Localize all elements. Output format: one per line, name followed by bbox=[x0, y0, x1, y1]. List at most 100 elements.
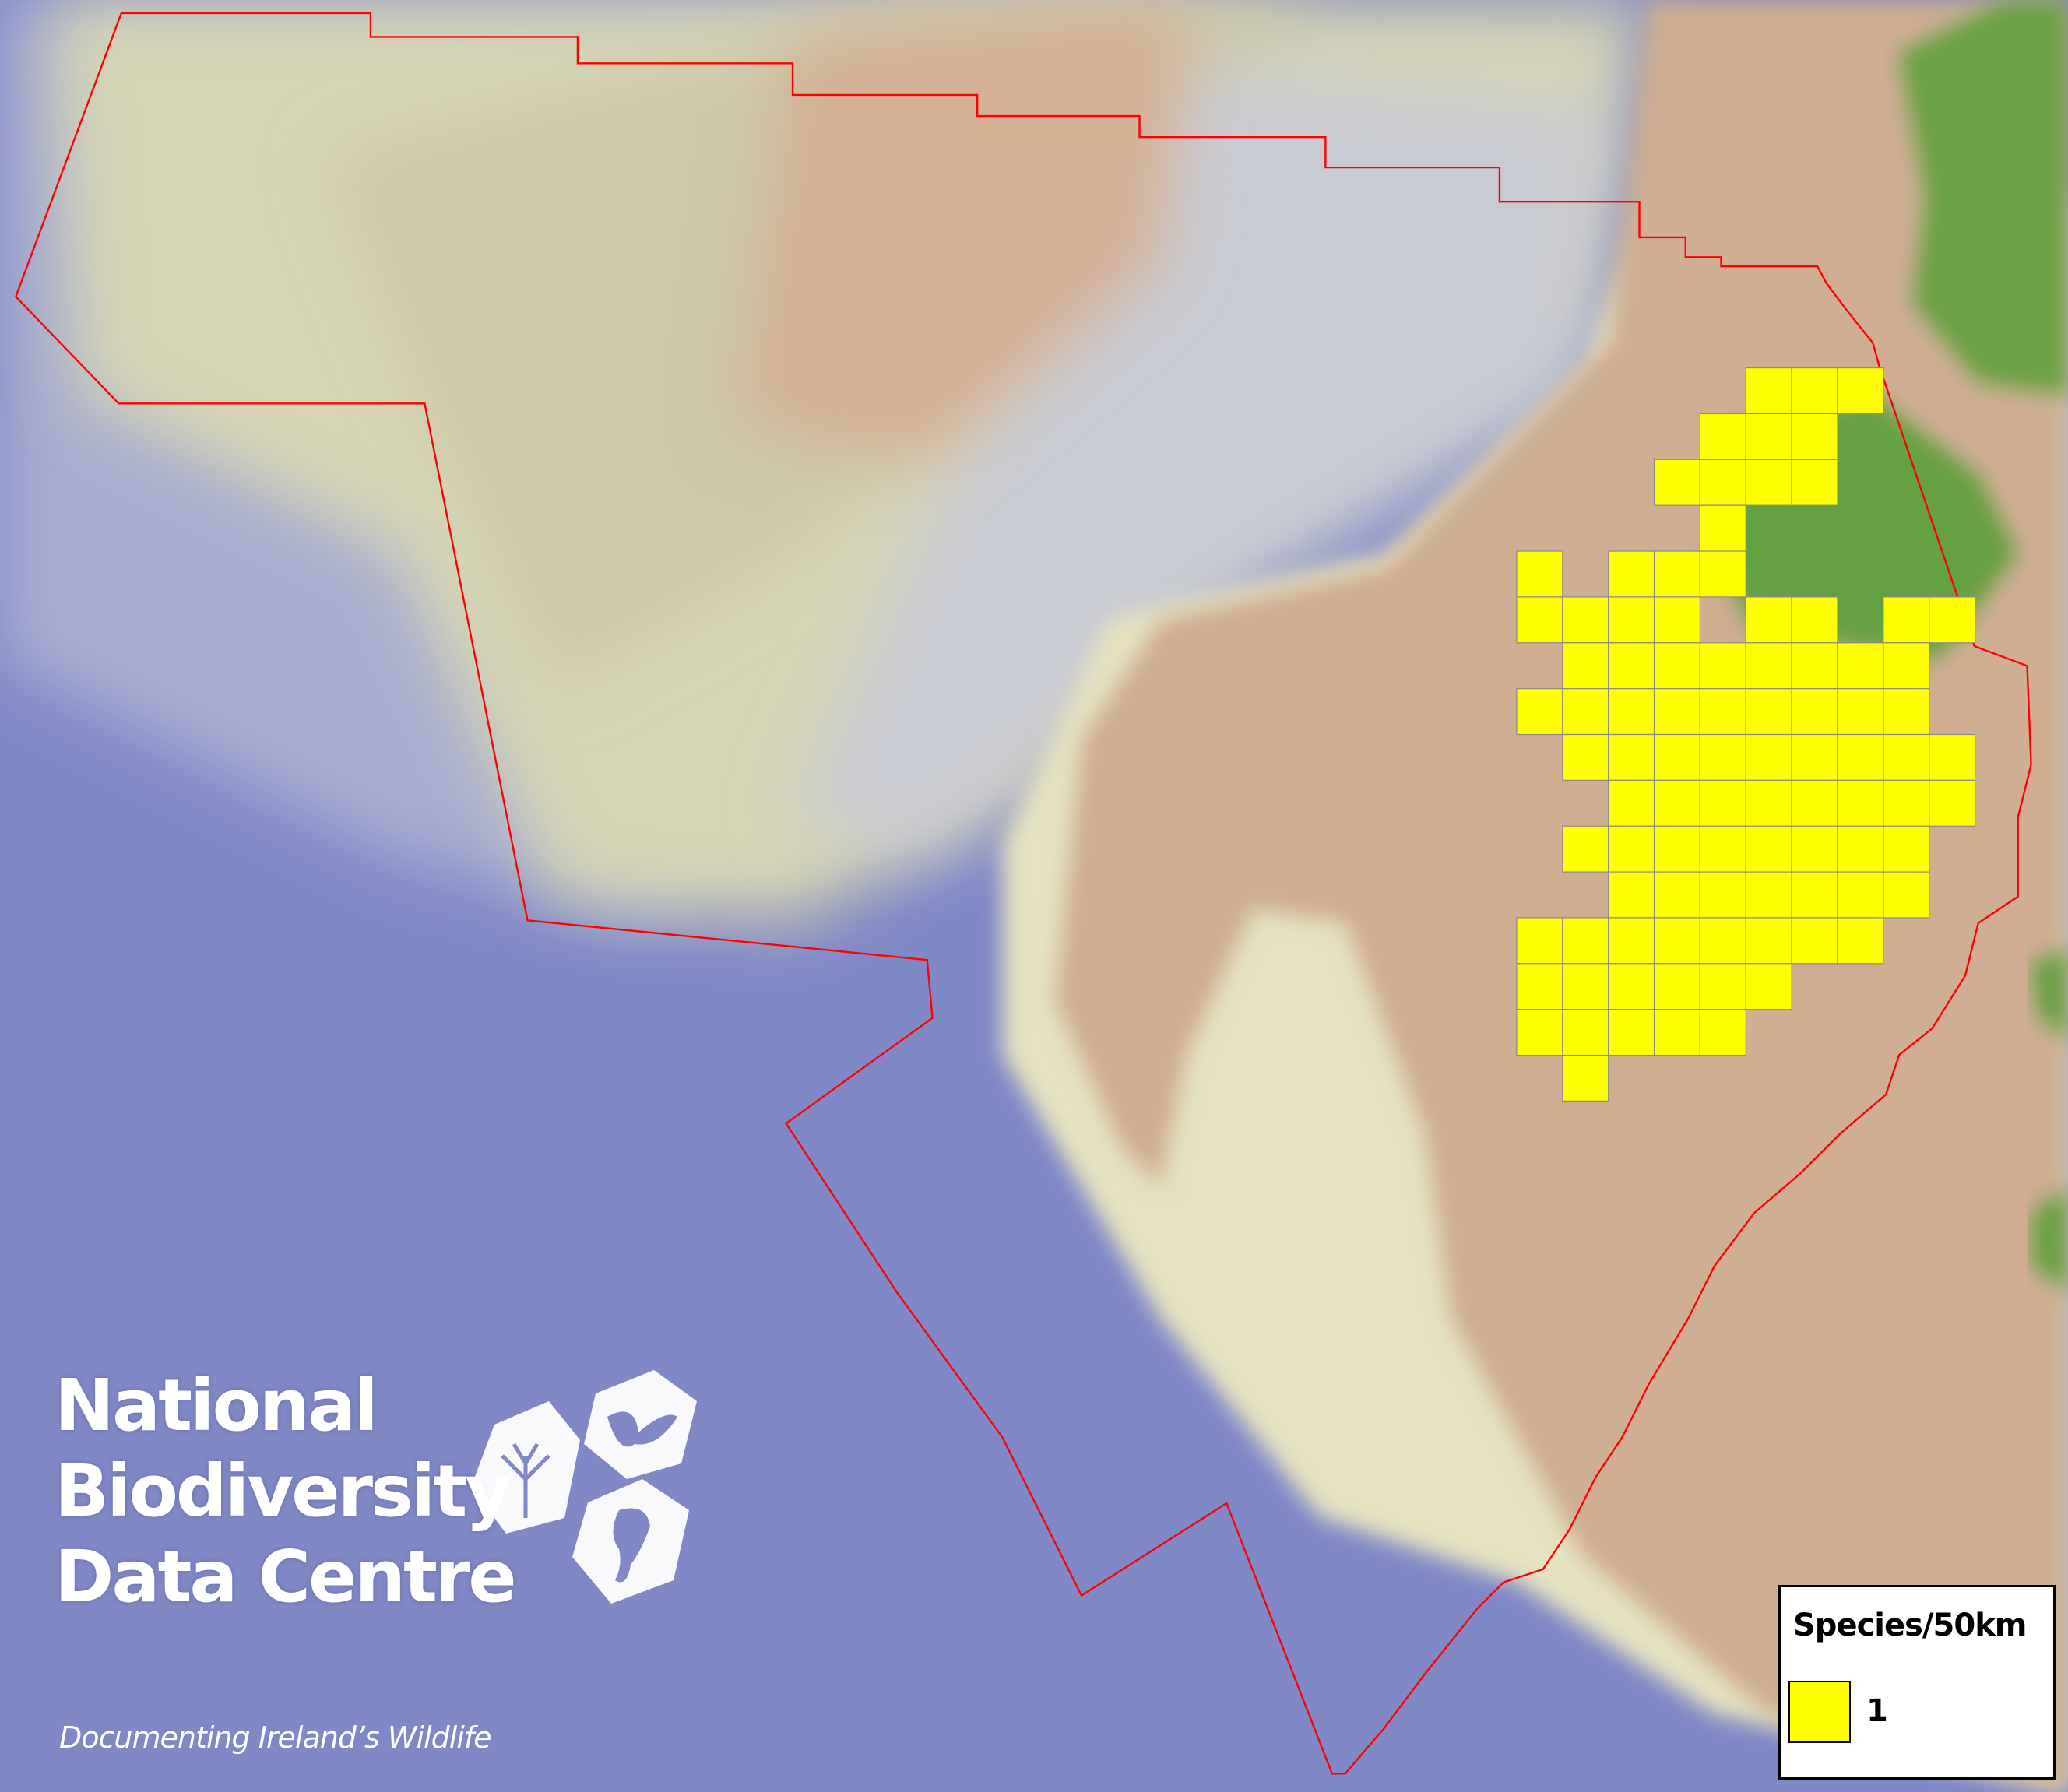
grid-square[interactable] bbox=[1791, 642, 1838, 690]
grid-square[interactable] bbox=[1745, 871, 1792, 919]
grid-square[interactable] bbox=[1653, 825, 1701, 873]
grid-square[interactable] bbox=[1791, 596, 1838, 644]
grid-square[interactable] bbox=[1653, 1009, 1701, 1056]
grid-square[interactable] bbox=[1837, 688, 1884, 736]
logo-tagline: Documenting Ireland’s Wildlife bbox=[59, 1720, 492, 1755]
grid-square[interactable] bbox=[1883, 733, 1930, 781]
grid-square[interactable] bbox=[1929, 596, 1976, 644]
grid-square[interactable] bbox=[1745, 413, 1792, 460]
tree-icon bbox=[471, 1401, 580, 1534]
grid-square[interactable] bbox=[1791, 917, 1838, 965]
grid-square[interactable] bbox=[1608, 642, 1655, 690]
grid-square[interactable] bbox=[1745, 917, 1792, 965]
grid-square[interactable] bbox=[1608, 550, 1655, 598]
grid-square[interactable] bbox=[1653, 733, 1701, 781]
grid-square[interactable] bbox=[1608, 1009, 1655, 1056]
grid-square[interactable] bbox=[1653, 871, 1701, 919]
grid-square[interactable] bbox=[1791, 779, 1838, 827]
grid-square[interactable] bbox=[1608, 871, 1655, 919]
grid-square[interactable] bbox=[1837, 367, 1884, 415]
grid-square[interactable] bbox=[1745, 367, 1792, 415]
grid-square[interactable] bbox=[1699, 963, 1746, 1010]
grid-square[interactable] bbox=[1791, 459, 1838, 506]
grid-square[interactable] bbox=[1608, 779, 1655, 827]
grid-square[interactable] bbox=[1837, 779, 1884, 827]
grid-square[interactable] bbox=[1699, 1009, 1746, 1056]
grid-square[interactable] bbox=[1562, 733, 1609, 781]
logo-line-1: National bbox=[55, 1364, 378, 1447]
grid-square[interactable] bbox=[1791, 871, 1838, 919]
grid-square[interactable] bbox=[1516, 917, 1563, 965]
grid-square[interactable] bbox=[1883, 871, 1930, 919]
grid-square[interactable] bbox=[1837, 917, 1884, 965]
grid-square[interactable] bbox=[1653, 688, 1701, 736]
grid-square[interactable] bbox=[1699, 688, 1746, 736]
grid-square[interactable] bbox=[1745, 596, 1792, 644]
grid-square[interactable] bbox=[1562, 1054, 1609, 1102]
grid-square[interactable] bbox=[1562, 688, 1609, 736]
grid-square[interactable] bbox=[1608, 825, 1655, 873]
grid-square[interactable] bbox=[1791, 825, 1838, 873]
grid-square[interactable] bbox=[1929, 733, 1976, 781]
grid-square[interactable] bbox=[1883, 688, 1930, 736]
grid-square[interactable] bbox=[1608, 688, 1655, 736]
grid-square[interactable] bbox=[1745, 733, 1792, 781]
grid-square[interactable] bbox=[1653, 642, 1701, 690]
grid-square[interactable] bbox=[1516, 963, 1563, 1010]
grid-square[interactable] bbox=[1653, 779, 1701, 827]
grid-square[interactable] bbox=[1562, 596, 1609, 644]
grid-square[interactable] bbox=[1516, 688, 1563, 736]
grid-square[interactable] bbox=[1745, 459, 1792, 506]
grid-square[interactable] bbox=[1608, 917, 1655, 965]
grid-square[interactable] bbox=[1929, 779, 1976, 827]
grid-square[interactable] bbox=[1699, 550, 1746, 598]
grid-square[interactable] bbox=[1699, 504, 1746, 552]
grid-square[interactable] bbox=[1791, 413, 1838, 460]
grid-square[interactable] bbox=[1653, 963, 1701, 1010]
grid-square[interactable] bbox=[1745, 963, 1792, 1010]
grid-square[interactable] bbox=[1699, 733, 1746, 781]
grid-square[interactable] bbox=[1699, 917, 1746, 965]
grid-square[interactable] bbox=[1562, 963, 1609, 1010]
grid-square[interactable] bbox=[1883, 779, 1930, 827]
grid-square[interactable] bbox=[1608, 733, 1655, 781]
grid-square[interactable] bbox=[1745, 779, 1792, 827]
grid-square[interactable] bbox=[1608, 596, 1655, 644]
grid-square[interactable] bbox=[1883, 596, 1930, 644]
grid-square[interactable] bbox=[1562, 1009, 1609, 1056]
grid-square[interactable] bbox=[1745, 688, 1792, 736]
grid-square[interactable] bbox=[1745, 825, 1792, 873]
grid-square[interactable] bbox=[1699, 825, 1746, 873]
grid-square[interactable] bbox=[1837, 871, 1884, 919]
grid-square[interactable] bbox=[1562, 642, 1609, 690]
grid-square[interactable] bbox=[1837, 825, 1884, 873]
logo-line-2: Biodiversity bbox=[55, 1449, 512, 1533]
boundary-line bbox=[14, 12, 2032, 1775]
grid-square[interactable] bbox=[1791, 733, 1838, 781]
grid-square[interactable] bbox=[1653, 550, 1701, 598]
grid-square[interactable] bbox=[1699, 779, 1746, 827]
grid-square[interactable] bbox=[1883, 642, 1930, 690]
grid-square[interactable] bbox=[1699, 459, 1746, 506]
grid-square[interactable] bbox=[1699, 871, 1746, 919]
grid-square[interactable] bbox=[1653, 917, 1701, 965]
grid-square[interactable] bbox=[1791, 367, 1838, 415]
grid-square[interactable] bbox=[1883, 825, 1930, 873]
logo-line-3: Data Centre bbox=[55, 1535, 517, 1618]
grid-square[interactable] bbox=[1653, 459, 1701, 506]
legend-label-1: 1 bbox=[1866, 1693, 1888, 1729]
grid-square[interactable] bbox=[1516, 596, 1563, 644]
grid-square[interactable] bbox=[1653, 596, 1701, 644]
grid-square[interactable] bbox=[1837, 642, 1884, 690]
grid-square[interactable] bbox=[1516, 550, 1563, 598]
grid-square[interactable] bbox=[1745, 642, 1792, 690]
grid-square[interactable] bbox=[1699, 413, 1746, 460]
grid-square[interactable] bbox=[1837, 733, 1884, 781]
grid-square[interactable] bbox=[1699, 642, 1746, 690]
grid-square[interactable] bbox=[1562, 917, 1609, 965]
grid-square[interactable] bbox=[1791, 688, 1838, 736]
grid-square[interactable] bbox=[1608, 963, 1655, 1010]
grid-square[interactable] bbox=[1562, 825, 1609, 873]
grid-square[interactable] bbox=[1516, 1009, 1563, 1056]
